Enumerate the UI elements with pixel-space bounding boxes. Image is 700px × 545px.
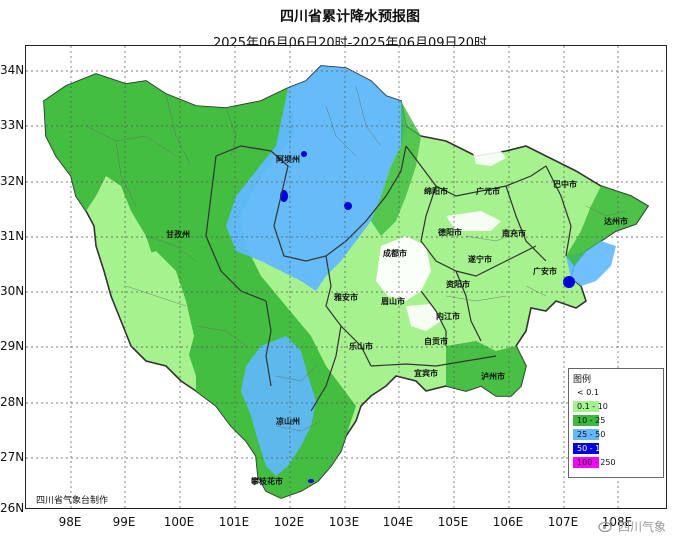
lat-label-32n: 32N: [0, 174, 25, 188]
lat-label-34n: 34N: [0, 63, 25, 77]
legend-label: 10 - 25: [577, 416, 606, 425]
lat-label-31n: 31N: [0, 229, 25, 243]
white-patch-south: [406, 304, 441, 331]
light-green-pocket-southwest: [124, 251, 194, 366]
city-label-zigong: 自贡市: [424, 337, 448, 346]
city-label-panzhihua: 攀枝花市: [251, 477, 283, 486]
legend-label: 25 - 50: [577, 430, 606, 439]
legend-swatch: [573, 443, 599, 454]
deep-blue-spot-2: [344, 202, 352, 210]
lon-label-101e: 101E: [218, 515, 250, 529]
city-label-leshan: 乐山市: [349, 342, 373, 351]
mid-green-region-northeast: [566, 186, 648, 266]
light-blue-rain-south: [241, 336, 316, 476]
city-label-neijiang: 内江市: [436, 312, 460, 321]
map-frame: 阿坝州 甘孜州 广元市 巴中市 绵阳市 德阳市 成都市 南充市 达州市 广安市 …: [25, 45, 667, 509]
lon-label-106e: 106E: [492, 515, 524, 529]
light-blue-rain-east: [566, 241, 616, 286]
city-label-ziyang: 资阳市: [446, 280, 470, 289]
lon-label-108e: 108E: [601, 515, 633, 529]
watermark-text: 四川气象: [618, 520, 667, 534]
white-patch-chengdu: [376, 236, 431, 301]
city-label-guangan: 广安市: [533, 267, 557, 276]
legend-row-lt-0-1: < 0.1: [573, 387, 661, 399]
deep-blue-spot-4: [563, 276, 575, 288]
light-blue-rain-band: [226, 66, 406, 291]
white-patch-north: [471, 144, 506, 166]
city-label-bazhong: 巴中市: [553, 180, 577, 189]
city-label-dazhou: 达州市: [604, 217, 628, 226]
legend-title: 图例: [573, 375, 592, 385]
lon-label-105e: 105E: [437, 515, 469, 529]
city-label-liangshan: 凉山州: [276, 417, 300, 426]
city-label-suining: 遂宁市: [468, 255, 492, 264]
legend-swatch: [573, 415, 599, 426]
lat-label-33n: 33N: [0, 118, 25, 132]
legend: 图例 < 0.1 0.1 - 10 10 - 25 25 - 50 50 - 1…: [568, 368, 664, 478]
white-patch-central: [446, 211, 501, 231]
legend-swatch: [573, 457, 599, 468]
lon-label-104e: 104E: [382, 515, 414, 529]
lon-label-100e: 100E: [163, 515, 195, 529]
map-title: 四川省累计降水预报图: [280, 9, 420, 25]
city-label-yibin: 宜宾市: [414, 369, 438, 378]
deep-blue-spot-5: [308, 479, 314, 483]
county-boundaries: [85, 85, 627, 432]
lat-label-29n: 29N: [0, 339, 25, 353]
city-label-deyang: 德阳市: [438, 228, 462, 237]
mid-green-strip-central: [371, 101, 421, 236]
deep-blue-spot-3: [301, 151, 307, 157]
city-label-yaan: 雅安市: [334, 293, 358, 302]
lat-lon-grid: [26, 46, 666, 508]
legend-label: 0.1 - 10: [577, 402, 608, 411]
city-label-chengdu: 成都市: [383, 249, 407, 258]
legend-row-0-1-10: 0.1 - 10: [573, 401, 661, 413]
legend-row-100-250: 100 - 250: [573, 457, 661, 469]
legend-row-10-25: 10 - 25: [573, 415, 661, 427]
city-label-nanchong: 南充市: [502, 229, 526, 238]
precipitation-map: [26, 46, 666, 508]
lon-label-102e: 102E: [273, 515, 305, 529]
lon-label-103e: 103E: [328, 515, 360, 529]
legend-swatch: [573, 429, 599, 440]
city-label-meishan: 眉山市: [381, 297, 405, 306]
legend-swatch: [573, 387, 599, 398]
lon-label-98e: 98E: [58, 515, 82, 529]
lat-label-30n: 30N: [0, 284, 25, 298]
lon-label-99e: 99E: [112, 515, 136, 529]
producer-credit: 四川省气象台制作: [36, 496, 109, 506]
lon-label-107e: 107E: [547, 515, 579, 529]
weibo-watermark-icon: [598, 520, 613, 533]
legend-label: < 0.1: [577, 388, 599, 397]
city-label-guangyuan: 广元市: [476, 187, 500, 196]
city-label-ganzi: 甘孜州: [166, 230, 190, 239]
lat-label-28n: 28N: [0, 395, 25, 409]
lat-label-26n: 26N: [0, 501, 25, 515]
prefecture-boundaries: [205, 145, 572, 412]
lat-label-27n: 27N: [0, 450, 25, 464]
mid-green-region-southeast: [446, 341, 526, 396]
legend-row-50-100: 50 - 100: [573, 443, 661, 455]
city-label-luzhou: 泸州市: [481, 372, 505, 381]
legend-swatch: [573, 401, 599, 412]
legend-row-25-50: 25 - 50: [573, 429, 661, 441]
city-label-mianyang: 绵阳市: [424, 187, 448, 196]
legend-label: 100 - 250: [577, 458, 616, 467]
legend-label: 50 - 100: [577, 444, 611, 453]
city-label-aba: 阿坝州: [276, 155, 300, 164]
